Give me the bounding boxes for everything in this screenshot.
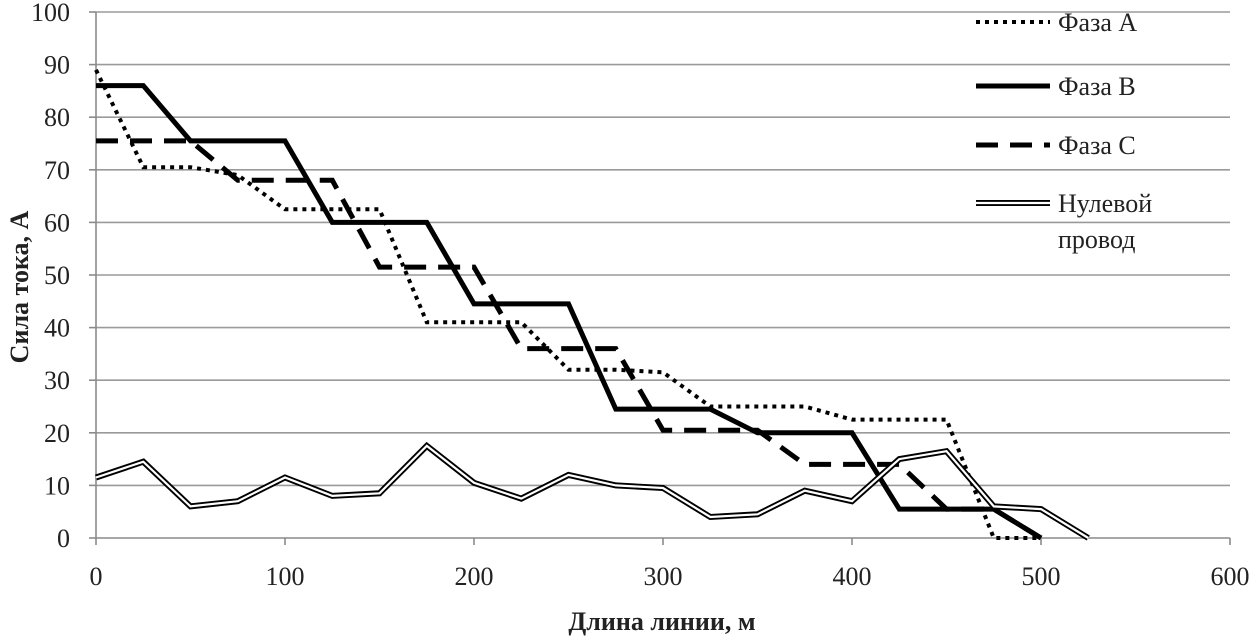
series-3 bbox=[95, 441, 1090, 541]
series-layer bbox=[94, 69, 1090, 541]
series-line bbox=[96, 138, 1043, 541]
tick-layer: 0 100 200 300 400 500 600 0 10 20 30 40 50 60 70 80 90 10… bbox=[31, 0, 1250, 591]
legend-label-line: Нулевой bbox=[1058, 189, 1152, 218]
series-2 bbox=[96, 138, 1043, 541]
y-tick-label: 0 bbox=[57, 524, 70, 553]
y-tick-label: 20 bbox=[44, 419, 70, 448]
y-tick-label: 90 bbox=[44, 51, 70, 80]
series-0 bbox=[94, 69, 1041, 540]
x-axis-title: Длина линии, м bbox=[568, 607, 755, 636]
legend-item-0: Фаза А bbox=[976, 8, 1137, 37]
legend-label: Фаза С bbox=[1058, 131, 1136, 160]
series-line bbox=[94, 69, 1041, 540]
y-tick-label: 80 bbox=[44, 103, 70, 132]
y-tick-label: 100 bbox=[31, 0, 70, 27]
x-tick-label: 200 bbox=[455, 562, 494, 591]
y-tick-label: 70 bbox=[44, 156, 70, 185]
y-axis-title: Сила тока, А bbox=[5, 210, 34, 363]
x-tick-label: 0 bbox=[90, 562, 103, 591]
legend: Фаза А Фаза В Фаза С Нулевой провод bbox=[976, 8, 1152, 254]
series-1 bbox=[96, 83, 1043, 541]
series-line-inner bbox=[95, 444, 1089, 539]
grid-layer bbox=[96, 11, 1230, 487]
x-tick-label: 500 bbox=[1022, 562, 1061, 591]
y-tick-label: 10 bbox=[44, 471, 70, 500]
y-tick-label: 50 bbox=[44, 261, 70, 290]
series-line-outer bbox=[95, 441, 1090, 541]
legend-item-1: Фаза В bbox=[976, 72, 1136, 101]
legend-item-2: Фаза С bbox=[976, 131, 1136, 160]
y-tick-label: 30 bbox=[44, 366, 70, 395]
legend-label: Фаза А bbox=[1058, 8, 1137, 37]
legend-item-3: Нулевой провод bbox=[976, 189, 1152, 254]
legend-label-line: провод bbox=[1058, 225, 1136, 254]
x-tick-label: 300 bbox=[644, 562, 683, 591]
y-tick-label: 40 bbox=[44, 314, 70, 343]
series-line bbox=[96, 83, 1043, 541]
legend-label: Нулевой провод bbox=[1058, 189, 1152, 254]
y-tick-label: 60 bbox=[44, 208, 70, 237]
x-tick-label: 600 bbox=[1211, 562, 1250, 591]
x-tick-label: 400 bbox=[833, 562, 872, 591]
legend-label: Фаза В bbox=[1058, 72, 1136, 101]
x-tick-label: 100 bbox=[266, 562, 305, 591]
